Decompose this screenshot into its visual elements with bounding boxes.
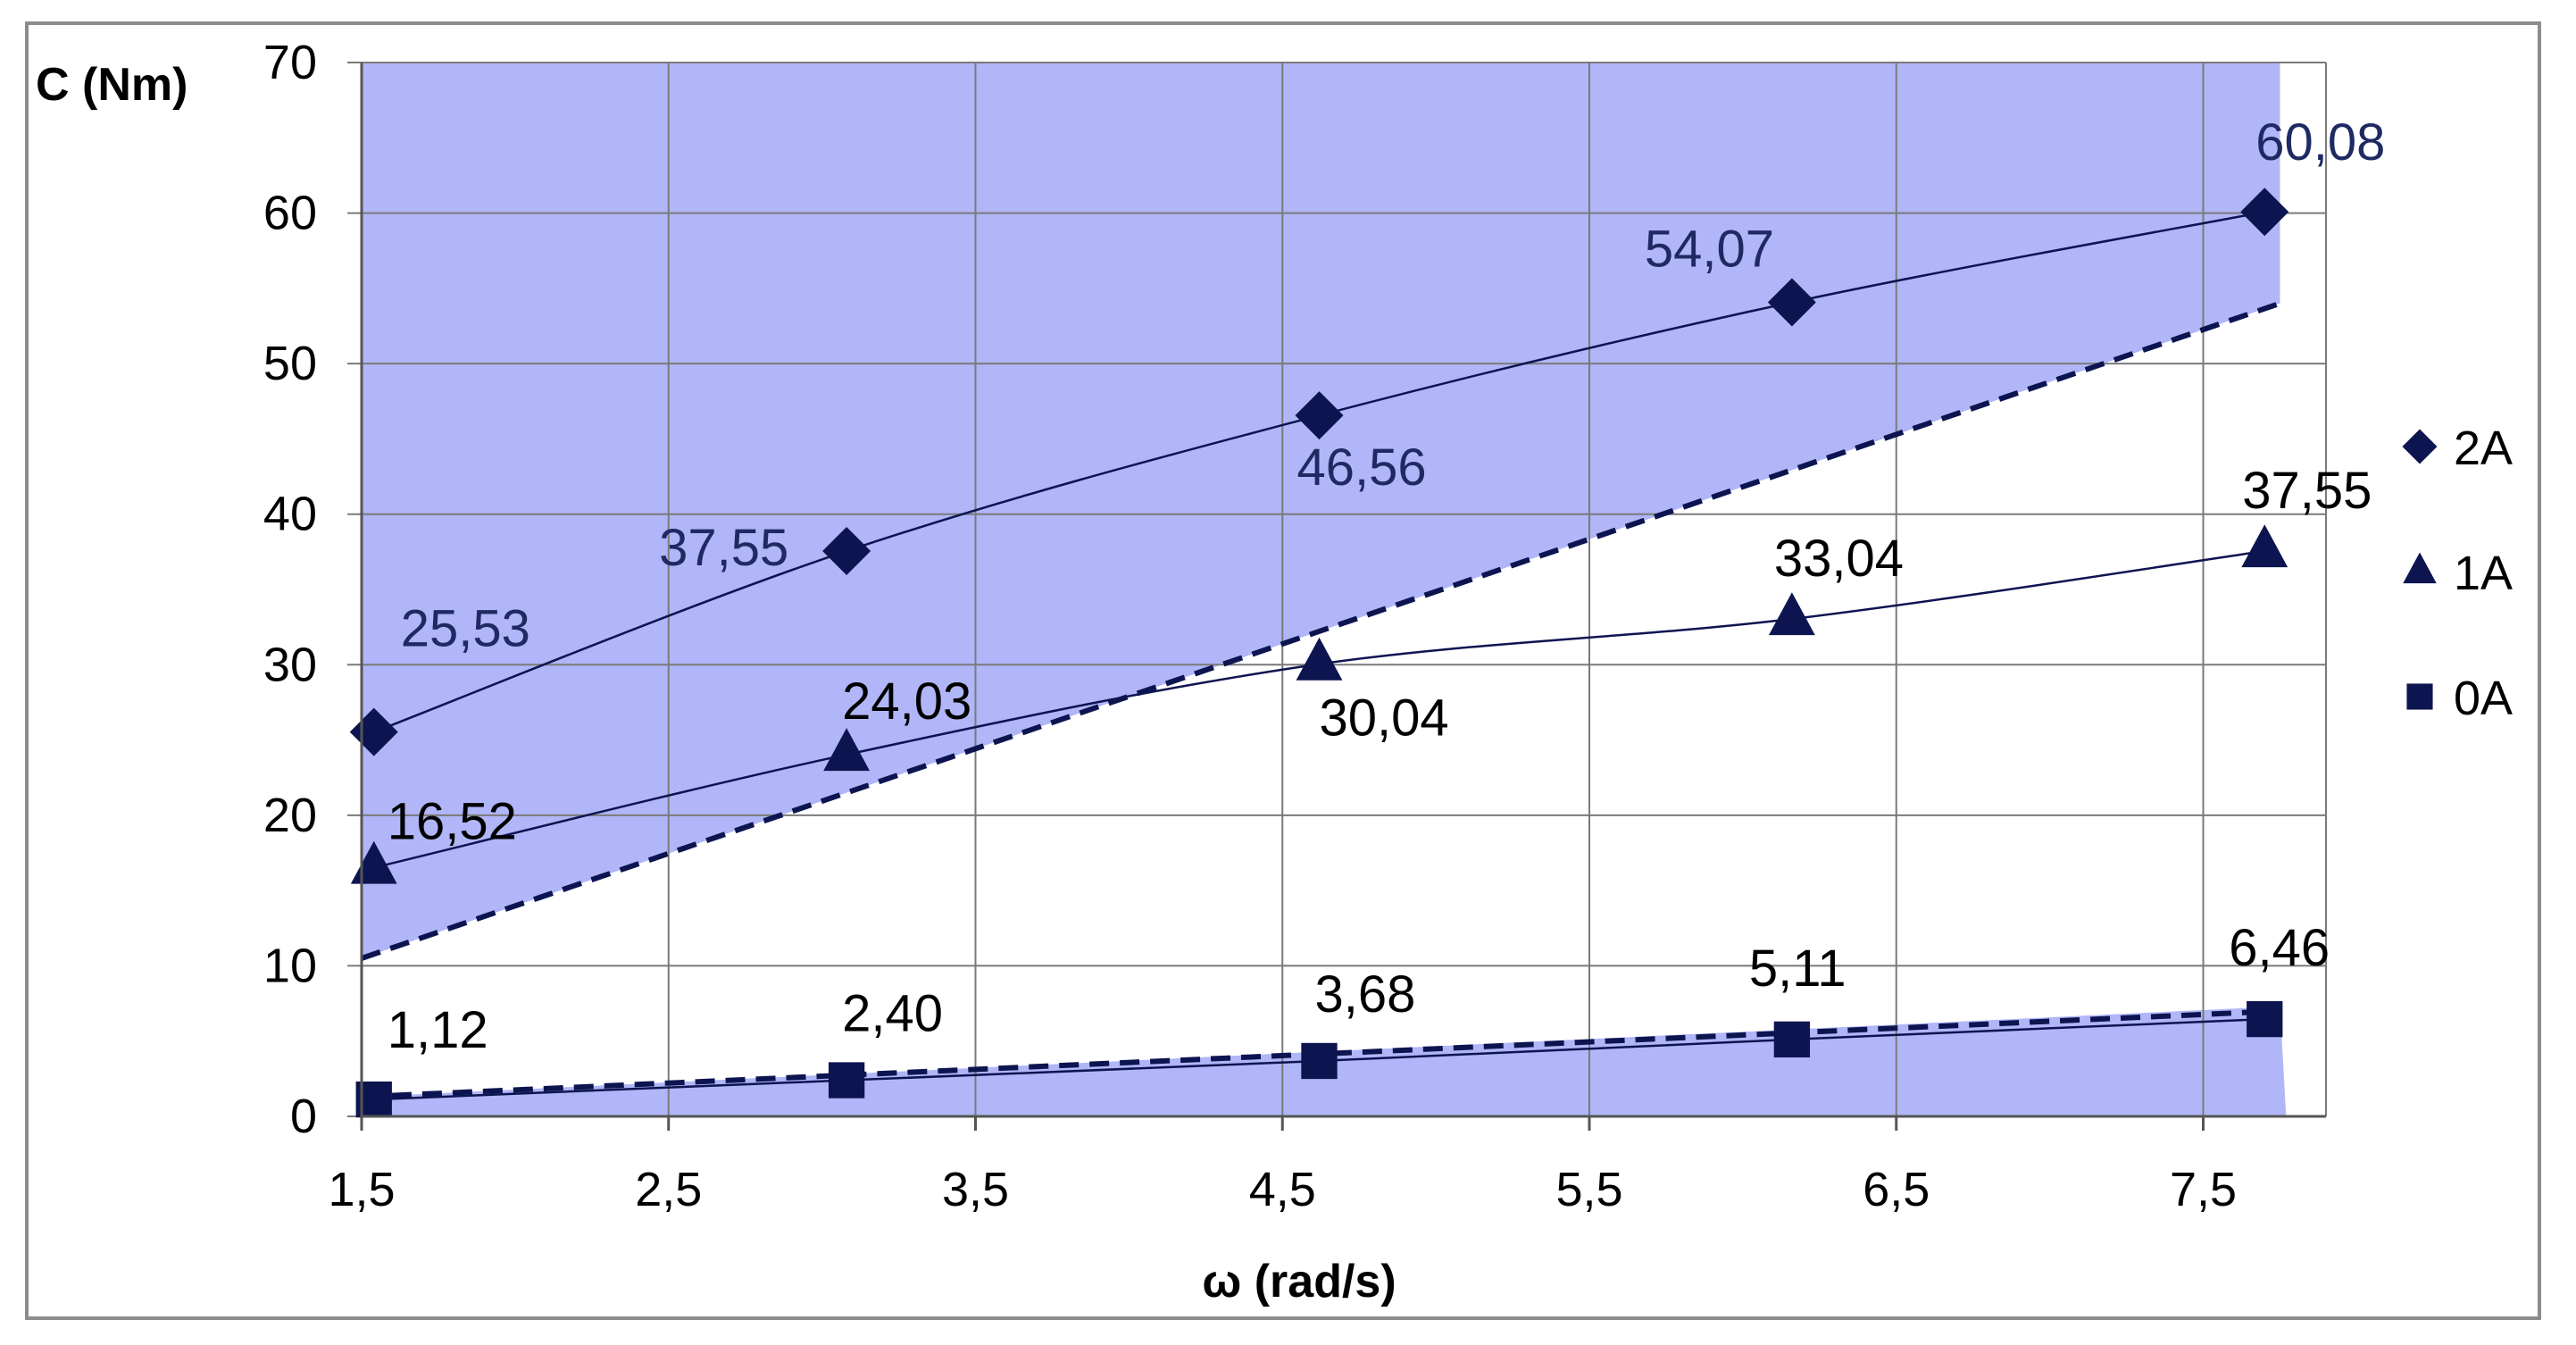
x-tick-label: 3,5	[942, 1163, 1009, 1216]
data-label-0a: 5,11	[1749, 940, 1847, 998]
x-tick-label: 1,5	[328, 1163, 395, 1216]
legend-marker-0a	[2406, 683, 2433, 710]
y-tick-label: 30	[263, 638, 317, 691]
marker-2a	[822, 527, 871, 576]
marker-0a	[828, 1062, 865, 1099]
data-label-1a: 24,03	[842, 672, 971, 731]
y-tick-label: 60	[263, 187, 317, 240]
x-tick-label: 4,5	[1249, 1163, 1316, 1216]
y-axis-title: C (Nm)	[36, 59, 188, 111]
legend-marker-1a	[2403, 552, 2437, 584]
x-tick-label: 2,5	[635, 1163, 702, 1216]
marker-0a	[2247, 1000, 2283, 1038]
data-label-2a: 54,07	[1645, 221, 1774, 279]
marker-2a	[1295, 391, 1344, 440]
data-label-0a: 3,68	[1315, 965, 1416, 1023]
dashed-line-1	[361, 300, 2281, 961]
x-tick-label: 6,5	[1863, 1163, 1930, 1216]
data-label-0a: 1,12	[388, 1001, 488, 1059]
shaded-regions	[362, 63, 2287, 1116]
marker-2a	[1767, 278, 1816, 327]
data-markers	[349, 188, 2289, 1118]
data-label-2a: 37,55	[659, 519, 788, 577]
legend-label-0a: 0A	[2454, 672, 2513, 725]
marker-1a	[2241, 524, 2288, 568]
data-label-1a: 37,55	[2242, 462, 2372, 520]
y-tick-label: 70	[263, 36, 317, 89]
x-tick-label: 7,5	[2170, 1163, 2237, 1216]
y-tick-label: 40	[263, 488, 317, 541]
data-label-0a: 6,46	[2229, 919, 2330, 977]
shaded-region-1	[362, 63, 2280, 958]
legend-label-1a: 1A	[2454, 547, 2513, 600]
data-label-1a: 30,04	[1320, 689, 1449, 748]
legend-label-2a: 2A	[2454, 422, 2513, 475]
marker-1a	[823, 728, 871, 772]
data-label-2a: 60,08	[2255, 113, 2385, 171]
marker-0a	[1301, 1042, 1338, 1080]
data-labels: 25,53 37,55 46,56 54,07 60,08 16,52 24,03 30,04…	[388, 113, 2386, 1059]
y-tick-label: 0	[290, 1090, 317, 1143]
axes: 1,5 2,5 3,5 4,5 5,5 6,5 7,5 0 10 20 30 40 50 60 70	[263, 36, 2326, 1216]
data-label-0a: 2,40	[842, 985, 943, 1043]
legend: 2A 1A 0A	[2402, 422, 2513, 725]
data-label-2a: 25,53	[401, 600, 530, 658]
x-axis-title: ω (rad/s)	[1202, 1256, 1396, 1307]
marker-0a	[1773, 1021, 1811, 1058]
y-tick-label: 10	[263, 939, 317, 992]
data-label-2a: 46,56	[1297, 439, 1427, 497]
marker-2a	[2240, 188, 2289, 237]
y-tick-label: 20	[263, 789, 317, 842]
legend-marker-2a	[2402, 429, 2438, 464]
marker-1a	[1768, 592, 1815, 636]
marker-1a	[1296, 637, 1343, 681]
data-label-1a: 16,52	[388, 793, 517, 851]
data-label-1a: 33,04	[1774, 530, 1904, 588]
y-tick-label: 50	[263, 337, 317, 390]
x-tick-label: 5,5	[1555, 1163, 1622, 1216]
